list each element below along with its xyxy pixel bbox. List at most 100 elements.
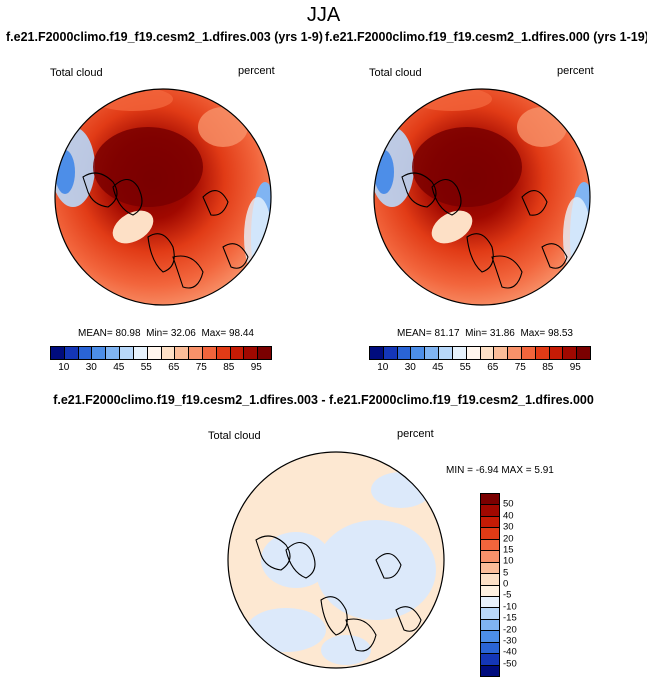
colorbar-swatch <box>481 539 499 552</box>
panel-left-variable-label: Total cloud <box>50 67 103 79</box>
max-label: Max= <box>520 328 546 339</box>
colorbar-swatch <box>161 347 176 359</box>
colorbar-swatch <box>370 347 384 359</box>
max-value: 98.53 <box>547 328 573 339</box>
colorbar-tick-label: -5 <box>503 589 512 601</box>
colorbar-swatch <box>508 347 522 359</box>
colorbar-tick-label: 5 <box>503 567 509 579</box>
colorbar-swatch <box>64 347 79 359</box>
colorbar-tick-label: -30 <box>503 635 517 647</box>
diff-title: f.e21.F2000climo.f19_f19.cesm2_1.dfires.… <box>53 393 594 407</box>
colorbar-tick-label: 10 <box>377 362 389 373</box>
colorbar-swatch <box>175 347 190 359</box>
diff-colorbar <box>480 493 500 677</box>
pacific-moderate-cloud <box>517 107 567 147</box>
colorbar-tick-label: -15 <box>503 612 517 624</box>
colorbar-tick-label: 55 <box>459 362 471 373</box>
diff-stats: MIN = -6.94 MAX = 5.91 <box>446 465 554 476</box>
coastlines <box>401 172 568 289</box>
colorbar-tick-label: 85 <box>223 362 235 373</box>
colorbar-swatch <box>480 347 495 359</box>
colorbar-swatch <box>106 347 121 359</box>
panel-left-case-title: f.e21.F2000climo.f19_f19.cesm2_1.dfires.… <box>6 30 323 44</box>
panel-left-stats: MEAN= 80.98 Min= 32.06 Max= 98.44 <box>78 328 254 339</box>
max-value: 5.91 <box>534 465 554 476</box>
coastlines <box>255 535 422 652</box>
colorbar-tick-label: -40 <box>503 646 517 658</box>
colorbar-swatch <box>481 528 499 540</box>
greenland-low-cloud <box>112 210 154 244</box>
colorbar-swatch <box>202 347 217 359</box>
colorbar-tick-label: 40 <box>503 510 514 522</box>
panel-right-polar-map <box>373 88 591 306</box>
north-moderate-cloud <box>93 89 173 111</box>
north-moderate-cloud <box>412 89 492 111</box>
colorbar-tick-label: 65 <box>168 362 180 373</box>
colorbar-swatch <box>383 347 398 359</box>
colorbar-swatch <box>92 347 107 359</box>
diff-variable-label: Total cloud <box>208 430 261 442</box>
colorbar-swatch <box>147 347 162 359</box>
colorbar-tick-label: 20 <box>503 533 514 544</box>
colorbar-swatch <box>258 347 271 359</box>
negative-diff-region <box>371 472 431 508</box>
high-cloud-core <box>93 127 203 207</box>
colorbar-swatch <box>230 347 245 359</box>
colorbar-swatch <box>481 665 499 676</box>
colorbar-swatch <box>481 585 499 597</box>
panel-right-colorbar-ticks: 10 30 45 55 65 75 85 95 <box>369 362 589 376</box>
min-label: Min= <box>465 328 488 339</box>
colorbar-swatch <box>481 574 499 586</box>
colorbar-swatch <box>133 347 148 359</box>
negative-diff-region <box>261 532 331 588</box>
colorbar-swatch <box>481 596 499 609</box>
colorbar-tick-label: 10 <box>503 555 514 567</box>
negative-diff-region <box>321 635 371 665</box>
panel-right-case-title: f.e21.F2000climo.f19_f19.cesm2_1.dfires.… <box>325 30 647 44</box>
panel-right-variable-label: Total cloud <box>369 67 422 79</box>
colorbar-tick-label: 50 <box>503 498 514 510</box>
colorbar-swatch <box>78 347 93 359</box>
greenland-low-cloud <box>431 210 473 244</box>
colorbar-swatch <box>521 347 536 359</box>
low-cloud-fringe-east <box>563 197 590 277</box>
negative-diff-region <box>246 608 326 652</box>
panel-right-stats: MEAN= 81.17 Min= 31.86 Max= 98.53 <box>397 328 573 339</box>
colorbar-swatch <box>549 347 564 359</box>
colorbar-swatch <box>577 347 590 359</box>
min-value: 31.86 <box>489 328 515 339</box>
colorbar-tick-label: -10 <box>503 601 517 613</box>
colorbar-swatch <box>439 347 453 359</box>
colorbar-tick-label: 75 <box>195 362 207 373</box>
mean-value: 80.98 <box>115 328 141 339</box>
colorbar-swatch <box>481 516 499 529</box>
colorbar-swatch <box>494 347 509 359</box>
colorbar-tick-label: 30 <box>85 362 97 373</box>
colorbar-tick-label: -20 <box>503 624 517 635</box>
diff-units-label: percent <box>397 428 434 440</box>
panel-right-colorbar <box>369 346 591 360</box>
colorbar-tick-label: 10 <box>58 362 70 373</box>
colorbar-tick-label: 30 <box>503 521 514 533</box>
colorbar-swatch <box>120 347 134 359</box>
max-value: 98.44 <box>228 328 254 339</box>
colorbar-tick-label: 45 <box>432 362 444 373</box>
mean-value: 81.17 <box>434 328 460 339</box>
panel-left-polar-map <box>54 88 272 306</box>
min-label: MIN = <box>446 465 473 476</box>
map-border <box>54 88 272 306</box>
colorbar-tick-label: 85 <box>542 362 554 373</box>
colorbar-tick-label: 45 <box>113 362 125 373</box>
pacific-moderate-cloud <box>198 107 248 147</box>
map-border <box>227 451 445 669</box>
negative-diff-region <box>316 520 436 620</box>
colorbar-swatch <box>481 608 499 620</box>
panel-left-colorbar <box>50 346 272 360</box>
colorbar-swatch <box>411 347 426 359</box>
colorbar-swatch <box>563 347 578 359</box>
colorbar-tick-label: 55 <box>140 362 152 373</box>
diff-colorbar-ticks: 50 40 30 20 15 10 5 0 -5 -10 -15 -20 -30 -40 -50 <box>503 493 533 675</box>
mean-label: MEAN= <box>397 328 432 339</box>
colorbar-swatch <box>481 619 499 632</box>
high-cloud-core <box>412 127 522 207</box>
